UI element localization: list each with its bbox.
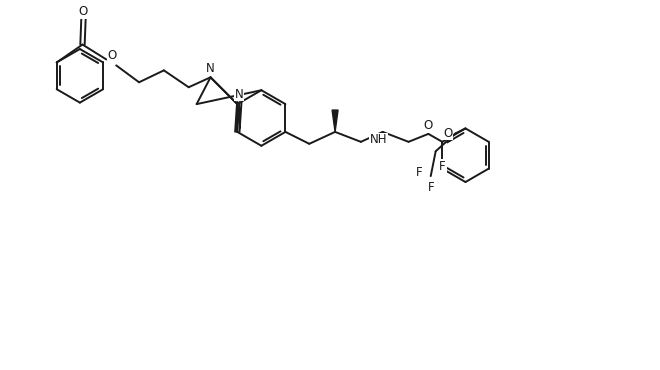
Text: O: O <box>424 120 433 132</box>
Text: F: F <box>416 166 422 179</box>
Text: N: N <box>206 62 215 75</box>
Polygon shape <box>332 110 338 132</box>
Text: O: O <box>443 127 452 140</box>
Text: O: O <box>79 5 88 18</box>
Text: O: O <box>108 49 117 62</box>
Text: F: F <box>440 159 446 173</box>
Text: NH: NH <box>370 133 387 147</box>
Text: N: N <box>235 88 244 101</box>
Text: F: F <box>428 181 434 195</box>
